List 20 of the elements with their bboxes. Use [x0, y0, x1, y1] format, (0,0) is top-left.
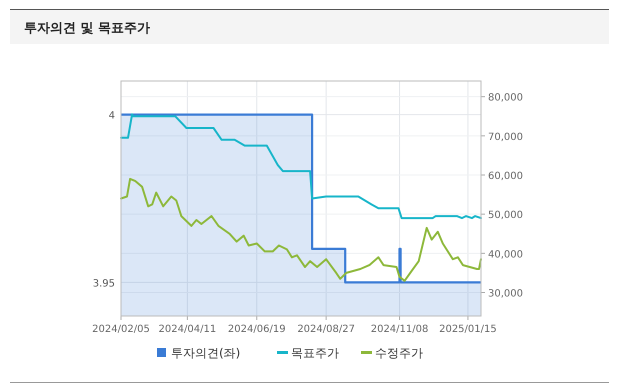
- y2-tick-label: 60,000: [488, 171, 523, 182]
- y2-tick-label: 40,000: [488, 249, 523, 260]
- y2-tick-label: 70,000: [488, 132, 523, 143]
- x-tick-label: 2024/08/27: [297, 324, 355, 335]
- y-tick-label: 3.95: [92, 278, 115, 290]
- y2-tick-label: 30,000: [488, 288, 523, 300]
- x-tick-label: 2024/02/05: [92, 324, 150, 335]
- x-tick-label: 2024/04/11: [158, 324, 216, 335]
- x-tick-label: 2024/06/19: [228, 324, 286, 335]
- x-tick-label: 2025/01/15: [439, 324, 497, 335]
- line-series: [120, 113, 482, 220]
- x-tick-label: 2024/11/08: [370, 324, 428, 335]
- y-tick-label: 4: [108, 110, 115, 122]
- y2-tick-label: 50,000: [488, 210, 523, 222]
- chart-title: 투자의견 및 목표주가: [24, 21, 150, 36]
- line-series: [120, 178, 482, 282]
- legend-label: 목표주가: [291, 346, 339, 360]
- y2-tick-label: 80,000: [488, 92, 523, 104]
- legend-label: 투자의견(좌): [171, 346, 240, 360]
- legend-label: 수정주가: [375, 346, 423, 360]
